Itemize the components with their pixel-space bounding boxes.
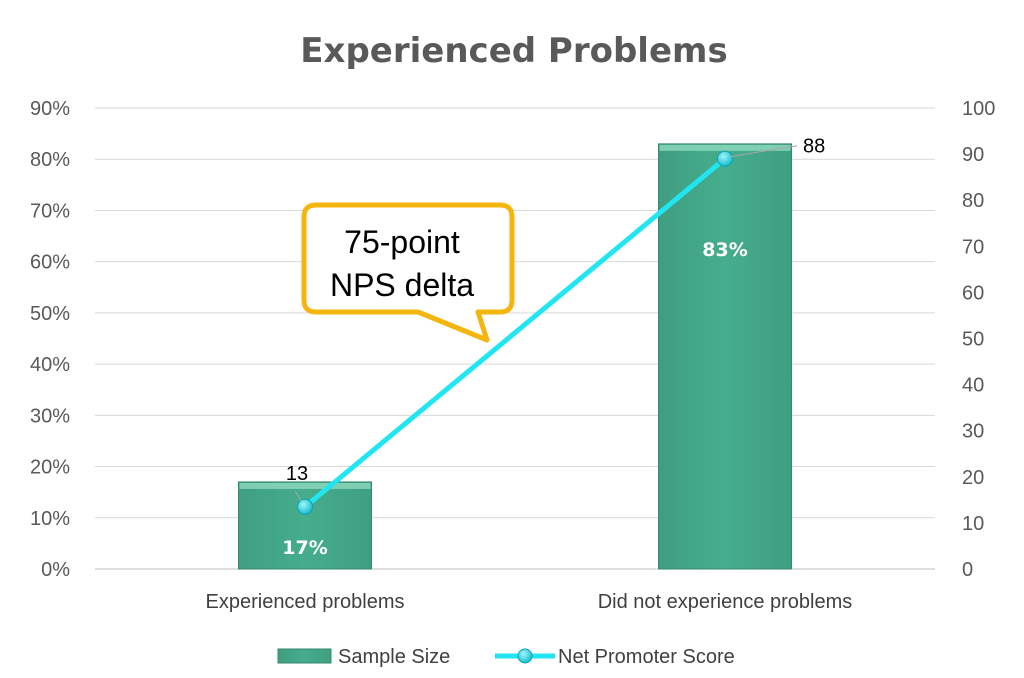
bar-value-label: 83% [702, 239, 747, 261]
right-tick-label: 80 [962, 190, 984, 212]
left-tick-label: 60% [30, 252, 70, 274]
left-tick-label: 90% [30, 98, 70, 120]
legend-swatch-bar [277, 648, 332, 664]
left-tick-label: 80% [30, 149, 70, 171]
bar [658, 143, 792, 570]
gridlines [95, 107, 935, 570]
right-tick-label: 20 [962, 467, 984, 489]
bar-bevel [239, 482, 371, 489]
right-tick-label: 40 [962, 375, 984, 397]
line-series: 13 88 [286, 136, 825, 515]
nps-line [302, 156, 728, 510]
right-tick-label: 30 [962, 421, 984, 443]
left-axis: 0% 10% 20% 30% 40% 50% 60% 70% 80% 90% [30, 98, 70, 581]
category-label: Experienced problems [206, 591, 405, 613]
left-tick-label: 70% [30, 200, 70, 222]
right-tick-label: 70 [962, 236, 984, 258]
bar-rect [658, 143, 792, 570]
category-axis: Experienced problems Did not experience p… [206, 591, 853, 613]
bar-bevel [659, 144, 791, 151]
left-tick-label: 50% [30, 303, 70, 325]
nps-value-label: 88 [803, 136, 825, 158]
right-tick-label: 60 [962, 282, 984, 304]
bar [238, 481, 372, 570]
bar-value-label: 17% [282, 537, 327, 559]
leader-line [294, 490, 302, 502]
chart-title: Experienced Problems [300, 31, 727, 71]
right-tick-label: 50 [962, 329, 984, 351]
callout-bubble [301, 202, 515, 343]
legend-label: Sample Size [338, 646, 450, 668]
leader-line [729, 145, 798, 158]
left-tick-label: 40% [30, 354, 70, 376]
category-label: Did not experience problems [598, 591, 853, 613]
nps-marker [297, 498, 313, 515]
left-tick-label: 30% [30, 405, 70, 427]
legend: Sample Size Net Promoter Score [277, 646, 735, 668]
callout-line: NPS delta [330, 267, 474, 303]
nps-marker [717, 150, 733, 167]
legend-label: Net Promoter Score [558, 646, 735, 668]
right-tick-label: 0 [962, 559, 973, 581]
callout-annotation: 75-point NPS delta [301, 202, 515, 343]
callout-line: 75-point [344, 224, 460, 260]
right-tick-label: 10 [962, 513, 984, 535]
nps-value-label: 13 [286, 463, 308, 485]
right-tick-label: 90 [962, 144, 984, 166]
right-tick-label: 100 [962, 98, 995, 120]
bar-series: 17% 83% [238, 143, 792, 570]
left-tick-label: 0% [41, 559, 70, 581]
legend-swatch-marker [517, 648, 533, 664]
right-axis: 0 10 20 30 40 50 60 70 80 90 100 [962, 98, 995, 581]
left-tick-label: 10% [30, 508, 70, 530]
left-tick-label: 20% [30, 457, 70, 479]
bar-rect [238, 481, 372, 570]
